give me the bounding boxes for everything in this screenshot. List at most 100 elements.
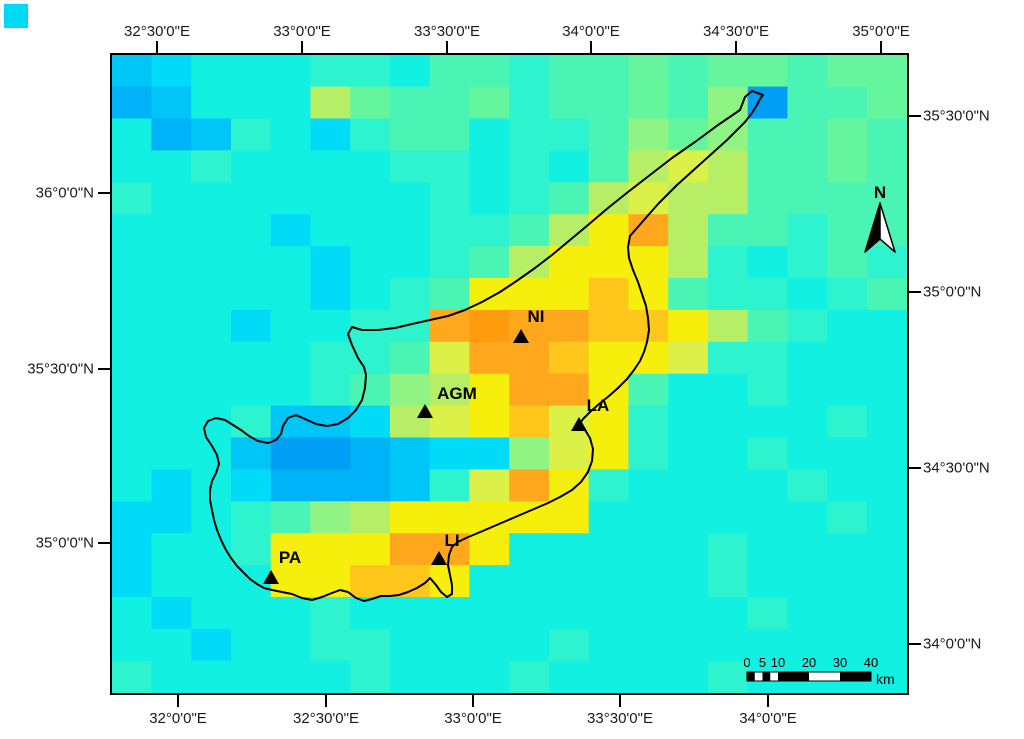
raster-cell <box>469 55 510 88</box>
raster-cell <box>429 246 471 279</box>
raster-cell <box>588 533 630 566</box>
axis-tick-label: 34°30'0"E <box>703 23 769 40</box>
raster-cell <box>668 469 709 502</box>
raster-cell <box>866 660 907 693</box>
station-markers: NI AGM LA PA LI <box>263 307 609 584</box>
raster-cell <box>787 278 828 311</box>
raster-cell <box>389 86 431 120</box>
raster-cell <box>509 278 550 311</box>
station-triangle-icon <box>571 417 587 431</box>
raster-cell <box>112 86 153 120</box>
raster-cell <box>469 628 510 662</box>
raster-cell <box>827 86 868 120</box>
raster-cell <box>270 660 312 693</box>
raster-cell <box>588 278 630 311</box>
axis-tick-label: 34°0'0"E <box>739 710 797 727</box>
raster-cell <box>628 469 669 502</box>
raster-cell <box>151 597 192 630</box>
raster-cell <box>668 309 709 343</box>
raster-cell <box>230 405 272 439</box>
raster-cell <box>191 55 232 88</box>
raster-cell <box>668 341 709 375</box>
raster-cell <box>112 373 153 407</box>
raster-cell <box>389 501 431 534</box>
raster-cell <box>509 373 550 407</box>
raster-cell <box>389 373 431 407</box>
raster-cell <box>112 469 153 502</box>
station-triangle-icon <box>431 551 447 565</box>
raster-cell <box>389 309 431 343</box>
raster-cell <box>191 628 232 662</box>
raster-cell <box>668 55 709 88</box>
raster-cell <box>151 182 192 215</box>
raster-cell <box>429 660 471 693</box>
raster-cell <box>787 309 828 343</box>
raster-cell <box>350 373 391 407</box>
raster-cell <box>350 469 391 502</box>
raster-cell <box>509 182 550 215</box>
raster-cell <box>469 214 510 247</box>
raster-cell <box>588 86 630 120</box>
raster-cell <box>747 373 789 407</box>
raster-cell <box>270 405 312 439</box>
axis-tick <box>325 695 327 707</box>
raster-cell <box>787 246 828 279</box>
raster-cell <box>747 405 789 439</box>
raster-cell <box>230 660 272 693</box>
raster-cell <box>310 86 351 120</box>
raster-cell <box>350 246 391 279</box>
map-frame: NI AGM LA PA LI N 0 5 10 20 30 40 km <box>110 53 909 695</box>
raster-cell <box>588 373 630 407</box>
raster-cell <box>151 55 192 88</box>
raster-cell <box>548 533 590 566</box>
axis-tick <box>156 41 158 53</box>
raster-cell <box>270 118 312 151</box>
raster-cell <box>112 565 153 598</box>
raster-cell <box>588 182 630 215</box>
raster-cell <box>230 86 272 120</box>
raster-cell <box>548 150 590 183</box>
raster-cell <box>310 597 351 630</box>
raster-cell <box>389 628 431 662</box>
raster-cell <box>628 660 669 693</box>
raster-cell <box>866 373 907 407</box>
axis-tick-label: 34°30'0"N <box>923 459 990 477</box>
raster-cell <box>827 437 868 470</box>
axis-tick-label: 32°30'0"E <box>293 710 359 727</box>
raster-cell <box>747 182 789 215</box>
raster-cell <box>787 341 828 375</box>
raster-cell <box>548 373 590 407</box>
raster-cell <box>191 86 232 120</box>
raster-cell <box>350 660 391 693</box>
axis-tick-label: 33°30'0"E <box>587 710 653 727</box>
raster-cell <box>747 150 789 183</box>
raster-cell <box>112 405 153 439</box>
station-label: LI <box>444 531 459 550</box>
raster-cell <box>866 182 907 215</box>
raster-cell <box>707 55 749 88</box>
stray-color-patch <box>4 4 28 28</box>
raster-cell <box>509 150 550 183</box>
raster-cell <box>668 373 709 407</box>
raster-cell <box>548 246 590 279</box>
raster-cell <box>112 118 153 151</box>
raster-cell <box>350 341 391 375</box>
raster-cell <box>827 278 868 311</box>
raster-cell <box>191 246 232 279</box>
raster-cell <box>668 214 709 247</box>
raster-cell <box>866 278 907 311</box>
axis-tick <box>909 643 921 645</box>
raster-cell <box>707 437 749 470</box>
raster-cell <box>310 469 351 502</box>
raster-cell <box>469 118 510 151</box>
raster-cell <box>588 150 630 183</box>
raster-cell <box>112 501 153 534</box>
raster-cell <box>827 246 868 279</box>
raster-cell <box>270 341 312 375</box>
raster-cell <box>866 628 907 662</box>
axis-tick-label: 35°30'0"N <box>923 107 990 125</box>
raster-cell <box>310 437 351 470</box>
raster-cell <box>350 55 391 88</box>
raster-cell <box>429 118 471 151</box>
